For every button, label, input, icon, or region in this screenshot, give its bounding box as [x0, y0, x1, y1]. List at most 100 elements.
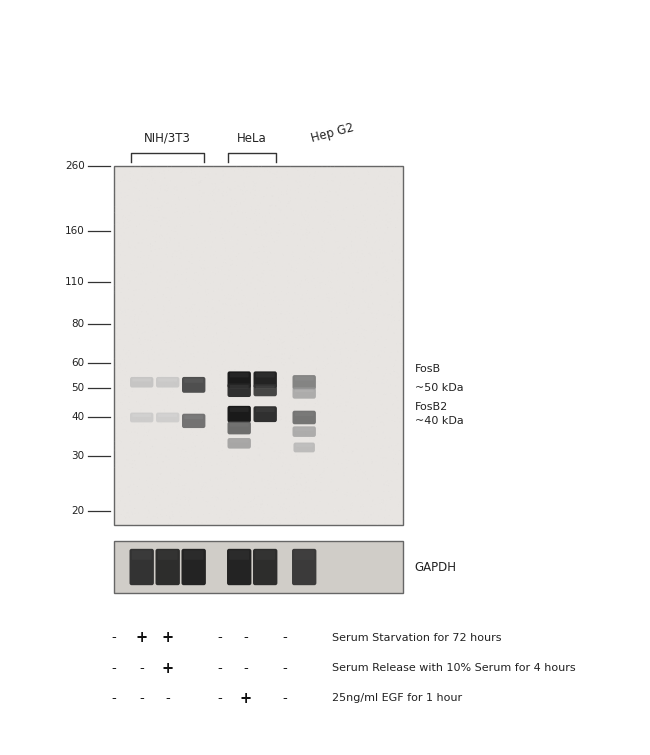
Point	[153, 388, 164, 400]
Point	[281, 451, 291, 464]
Point	[328, 175, 338, 187]
Point	[248, 393, 259, 405]
Point	[155, 448, 165, 461]
Point	[227, 476, 238, 488]
Point	[148, 252, 158, 264]
Point	[209, 400, 219, 412]
Point	[365, 174, 376, 186]
Point	[120, 284, 131, 296]
Point	[160, 388, 170, 400]
Point	[164, 201, 175, 213]
Point	[328, 397, 339, 409]
Point	[272, 515, 283, 527]
Point	[202, 398, 213, 410]
Point	[304, 412, 315, 424]
Point	[270, 279, 281, 291]
Point	[387, 284, 398, 296]
Point	[350, 198, 360, 210]
Point	[381, 376, 391, 388]
Point	[361, 283, 372, 295]
Point	[315, 404, 326, 416]
Point	[355, 282, 365, 294]
Point	[233, 374, 243, 387]
Point	[356, 172, 366, 184]
Point	[146, 464, 156, 476]
Point	[123, 402, 133, 414]
Point	[224, 293, 234, 305]
Point	[119, 510, 129, 522]
Point	[183, 282, 193, 294]
Point	[135, 408, 146, 420]
Point	[332, 401, 343, 413]
Point	[155, 409, 166, 421]
Point	[136, 245, 146, 257]
Point	[344, 288, 354, 300]
Point	[383, 276, 393, 288]
Point	[304, 370, 315, 382]
Point	[334, 495, 345, 507]
Point	[181, 316, 191, 328]
Point	[294, 482, 305, 494]
Point	[268, 372, 279, 384]
Point	[140, 479, 150, 491]
Point	[163, 486, 174, 498]
Point	[203, 190, 214, 202]
Point	[148, 191, 158, 203]
Point	[335, 297, 345, 309]
Point	[219, 348, 229, 360]
Point	[138, 223, 148, 235]
Point	[339, 393, 349, 405]
Point	[341, 164, 351, 176]
Point	[372, 373, 383, 385]
Point	[289, 341, 300, 353]
Point	[211, 472, 221, 484]
Point	[297, 487, 307, 499]
Point	[233, 300, 244, 313]
Point	[216, 229, 227, 241]
Point	[149, 314, 159, 326]
Point	[159, 196, 170, 208]
Point	[321, 190, 332, 202]
Point	[307, 493, 317, 505]
Point	[363, 168, 374, 180]
Point	[346, 427, 357, 439]
Point	[346, 162, 356, 174]
Point	[267, 264, 278, 276]
Point	[122, 322, 132, 334]
Point	[259, 245, 269, 257]
Point	[150, 323, 160, 335]
Point	[175, 230, 185, 242]
Point	[202, 171, 212, 183]
Point	[227, 303, 237, 315]
Point	[339, 433, 349, 445]
Point	[290, 338, 300, 350]
Point	[358, 283, 369, 295]
Point	[138, 509, 149, 521]
Point	[317, 239, 327, 251]
Point	[359, 516, 370, 528]
Point	[246, 204, 257, 216]
Point	[341, 453, 351, 465]
Point	[111, 205, 122, 217]
Point	[389, 198, 399, 210]
Point	[116, 192, 127, 204]
Point	[298, 278, 308, 290]
Point	[229, 436, 239, 448]
Point	[116, 162, 126, 174]
Point	[292, 177, 302, 189]
Point	[177, 178, 187, 190]
Point	[378, 344, 389, 356]
Point	[133, 482, 143, 495]
Point	[312, 351, 322, 363]
Point	[276, 274, 287, 286]
Point	[205, 241, 215, 253]
Point	[387, 359, 397, 371]
Point	[299, 200, 309, 212]
Point	[382, 497, 392, 509]
Point	[359, 185, 369, 197]
Point	[265, 412, 275, 424]
Point	[114, 411, 125, 423]
Point	[244, 171, 254, 183]
Point	[170, 181, 180, 193]
Point	[340, 428, 350, 440]
